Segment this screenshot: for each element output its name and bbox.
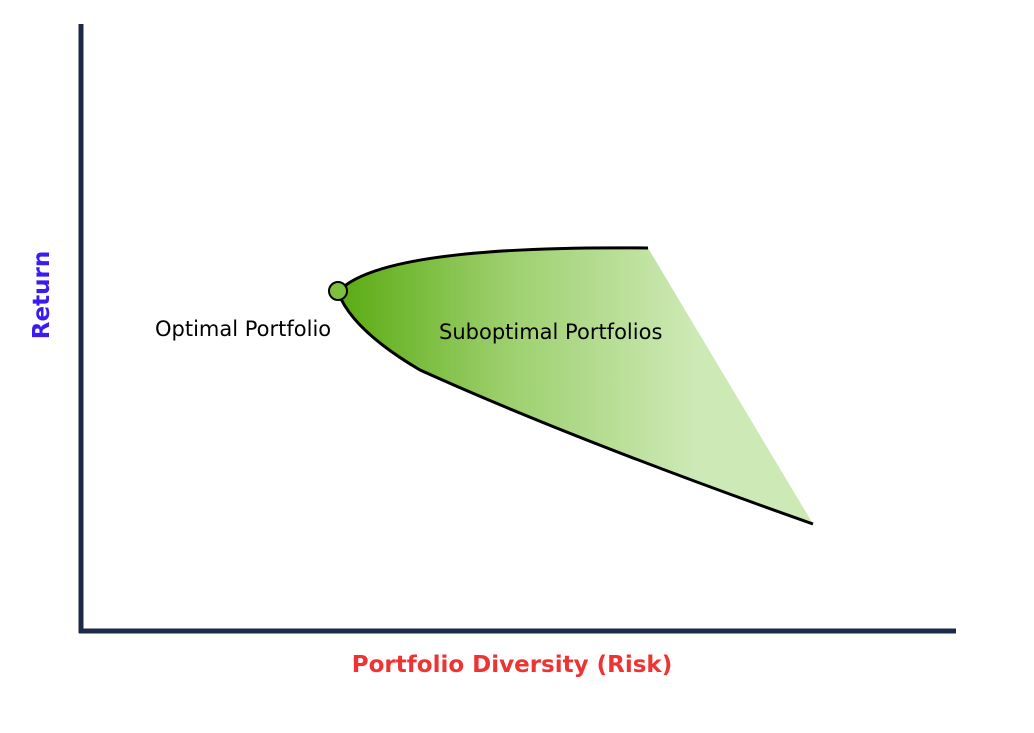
lower-boundary-curve [336, 291, 814, 526]
y-axis-title: Return [29, 251, 55, 339]
suboptimal-portfolios-label: Suboptimal Portfolios [439, 320, 662, 344]
suboptimal-region [338, 247, 813, 524]
optimal-portfolio-label: Optimal Portfolio [155, 317, 331, 341]
x-axis-title: Portfolio Diversity (Risk) [352, 652, 672, 678]
optimal-portfolio-point [328, 281, 348, 301]
upper-frontier-curve [336, 246, 649, 294]
